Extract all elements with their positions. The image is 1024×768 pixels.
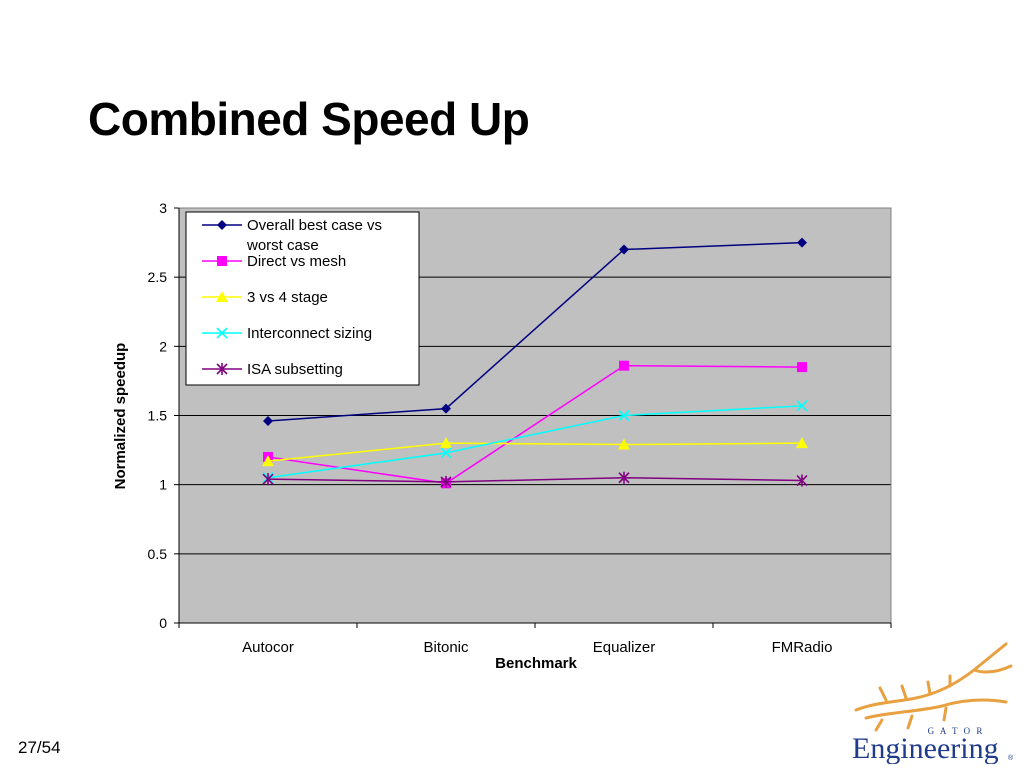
series-5 bbox=[262, 471, 808, 488]
data-point bbox=[618, 471, 630, 484]
y-tick-label: 3 bbox=[159, 200, 167, 216]
y-tick-label: 2.5 bbox=[148, 269, 168, 285]
data-point bbox=[440, 475, 452, 488]
legend-label: worst case bbox=[246, 237, 319, 254]
legend-marker bbox=[216, 327, 228, 339]
data-point bbox=[440, 437, 452, 449]
data-point bbox=[262, 455, 274, 467]
series-line bbox=[267, 364, 803, 485]
legend-marker bbox=[217, 256, 227, 266]
legend-marker bbox=[216, 363, 228, 375]
legend-marker bbox=[217, 220, 227, 230]
data-point bbox=[440, 447, 452, 459]
y-tick-label: 0 bbox=[159, 615, 167, 631]
logo-engineering-text: Engineering bbox=[852, 732, 999, 764]
legend-entry: 3 vs 4 stage bbox=[202, 289, 328, 306]
marker-stroke bbox=[796, 400, 808, 412]
y-axis-label: Normalized speedup bbox=[112, 343, 129, 490]
x-tick-label: Bitonic bbox=[423, 639, 469, 656]
y-tick-label: 1 bbox=[159, 477, 167, 493]
legend-entry: Direct vs mesh bbox=[202, 253, 346, 270]
series-lines bbox=[262, 237, 808, 489]
y-tick-label: 1.5 bbox=[148, 408, 168, 424]
series-line bbox=[267, 405, 803, 479]
legend-marker bbox=[216, 291, 228, 302]
x-tick-label: Equalizer bbox=[593, 639, 656, 656]
data-point bbox=[263, 416, 273, 427]
data-point bbox=[262, 473, 274, 486]
x-tick-label: FMRadio bbox=[772, 639, 833, 656]
gator-engineering-logo: G A T O R Engineering ® bbox=[852, 642, 1014, 764]
legend-entry: Overall best case vs worst case bbox=[202, 217, 382, 254]
data-point bbox=[619, 360, 629, 371]
logo-registered-mark: ® bbox=[1008, 754, 1014, 762]
y-tick-label: 2 bbox=[159, 338, 167, 354]
x-axis-label: Benchmark bbox=[495, 655, 577, 672]
y-tick-label: 0.5 bbox=[148, 546, 168, 562]
legend-label: 3 vs 4 stage bbox=[247, 289, 328, 306]
data-point bbox=[797, 237, 807, 248]
data-point bbox=[441, 403, 451, 414]
data-point bbox=[796, 474, 808, 487]
axes bbox=[174, 207, 892, 628]
x-tick-label: Autocor bbox=[242, 639, 294, 656]
logo-gator-text: G A T O R bbox=[928, 726, 985, 736]
series-line bbox=[267, 476, 803, 483]
data-point bbox=[618, 409, 630, 422]
legend-label: ISA subsetting bbox=[247, 361, 343, 378]
series-3 bbox=[262, 437, 808, 467]
marker-stroke bbox=[440, 447, 452, 459]
marker-stroke bbox=[618, 409, 630, 422]
data-point bbox=[796, 400, 808, 412]
slide-title: Combined Speed Up bbox=[88, 93, 530, 145]
data-point bbox=[618, 438, 630, 450]
series-line bbox=[267, 442, 803, 462]
marker-stroke bbox=[216, 327, 228, 339]
x-tick-labels: Autocor Bitonic Equalizer FMRadio bbox=[242, 639, 832, 656]
legend-entry: Interconnect sizing bbox=[202, 325, 372, 342]
legend-entry: ISA subsetting bbox=[202, 361, 343, 378]
series-line bbox=[267, 241, 803, 422]
page-number: 27/54 bbox=[18, 738, 61, 757]
legend-label: Interconnect sizing bbox=[247, 325, 372, 342]
data-point bbox=[797, 362, 807, 373]
legend-label: Overall best case vs bbox=[247, 217, 382, 234]
legend-label: Direct vs mesh bbox=[247, 253, 346, 270]
series-1 bbox=[263, 237, 807, 427]
series-4 bbox=[262, 400, 808, 484]
data-point bbox=[619, 244, 629, 255]
y-tick-labels: 0 0.5 1 1.5 2 2.5 3 bbox=[148, 200, 168, 631]
data-point bbox=[796, 437, 808, 449]
